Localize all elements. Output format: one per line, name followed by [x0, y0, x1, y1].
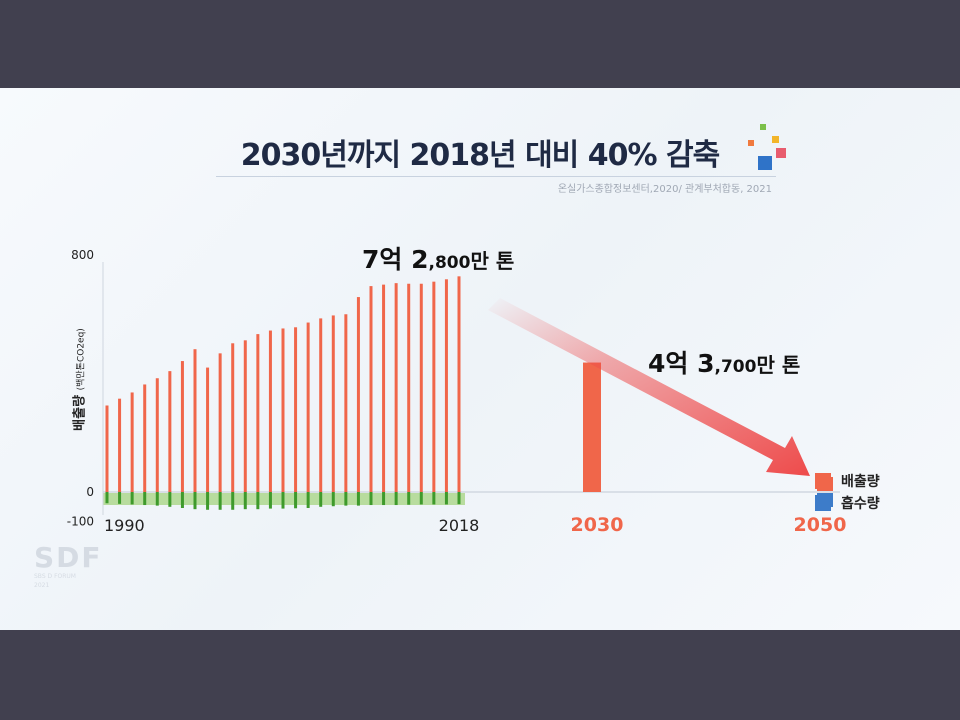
y-tick-0: 0 [86, 485, 94, 499]
callout-2018-total: 7억 2,800만 톤 [362, 245, 515, 274]
absorption-bar-1992 [130, 492, 134, 505]
absorption-bar-2017 [444, 492, 448, 505]
absorption-bar-1993 [143, 492, 147, 506]
absorption-bar-1997 [193, 492, 197, 510]
emission-bar-2003 [268, 330, 272, 492]
emission-bar-1996 [180, 361, 184, 492]
emission-bar-2000 [231, 343, 235, 492]
absorption-bar-2009 [344, 492, 348, 506]
y-tick-800: 800 [71, 248, 94, 262]
emission-bar-2015 [419, 283, 423, 492]
emission-bar-2001 [243, 340, 247, 492]
absorption-bar-2006 [306, 492, 310, 508]
x-tick-2030: 2030 [571, 514, 624, 536]
absorption-bar-1996 [180, 492, 184, 508]
absorption-bar-2001 [243, 492, 247, 510]
x-tick-2018: 2018 [439, 516, 480, 535]
absorption-bar-2003 [268, 492, 272, 509]
emission-bar-1997 [193, 349, 197, 492]
emission-bar-2018 [457, 276, 461, 492]
emission-bar-1991 [118, 398, 122, 492]
y-tick--100: -100 [67, 515, 94, 529]
legend-item-absorption: 흡수량 [815, 492, 880, 514]
x-tick-2050: 2050 [794, 514, 847, 536]
absorption-bar-1999 [218, 492, 222, 510]
emission-bar-2014 [407, 283, 411, 492]
legend: 배출량 흡수량 [815, 470, 880, 514]
absorption-bar-1995 [168, 492, 172, 507]
emission-bar-1999 [218, 353, 222, 492]
emission-bar-1993 [143, 384, 147, 492]
source-note: 온실가스종합정보센터,2020/ 관계부처합동, 2021 [557, 184, 772, 195]
legend-label-emission: 배출량 [841, 474, 880, 490]
emission-bar-2010 [356, 297, 360, 492]
absorption-bar-1998 [206, 492, 210, 510]
emission-bar-2030 [583, 362, 601, 492]
emission-bar-2007 [319, 318, 323, 492]
emission-bar-2002 [256, 334, 260, 492]
emission-bar-1995 [168, 371, 172, 492]
emission-bar-1994 [155, 378, 159, 492]
reduction-arrow [488, 298, 810, 476]
emission-bar-2006 [306, 322, 310, 492]
absorption-bar-2002 [256, 492, 260, 510]
emission-bar-1998 [206, 367, 210, 492]
absorption-bar-2008 [331, 492, 335, 507]
emission-bar-1992 [130, 392, 134, 492]
emission-bar-2009 [344, 314, 348, 492]
absorption-bar-2012 [382, 492, 386, 506]
emission-bar-2008 [331, 315, 335, 492]
absorption-bar-2014 [407, 492, 411, 505]
absorption-bar-2007 [319, 492, 323, 507]
absorption-bar-2004 [281, 492, 285, 509]
absorption-bar-2015 [419, 492, 423, 505]
absorption-bar-2018 [457, 492, 461, 505]
emission-bar-2004 [281, 328, 285, 492]
x-tick-1990: 1990 [104, 516, 145, 535]
absorption-bar-1991 [118, 492, 122, 504]
absorption-bar-2011 [369, 492, 373, 506]
emission-bar-2013 [394, 283, 398, 492]
legend-item-emission: 배출량 [815, 470, 880, 492]
legend-swatch-absorption [815, 495, 831, 511]
absorption-bar-1994 [155, 492, 159, 506]
title-underline [216, 176, 776, 177]
absorption-bar-1990 [105, 492, 109, 504]
emission-bar-2005 [294, 327, 298, 492]
chart-panel [0, 88, 960, 630]
legend-label-absorption: 흡수량 [841, 496, 880, 512]
legend-swatch-emission [815, 473, 831, 489]
absorption-bar-2010 [356, 492, 360, 506]
absorption-bar-2005 [294, 492, 298, 509]
emission-bar-2017 [444, 279, 448, 492]
absorption-bar-2016 [432, 492, 436, 505]
sdf-watermark-logo: SDF SBS D FORUM 2021 [34, 541, 103, 590]
callout-2030-target: 4억 3,700만 톤 [648, 349, 801, 378]
emission-bar-2011 [369, 286, 373, 492]
emission-bar-1990 [105, 405, 109, 492]
emission-bar-2012 [382, 284, 386, 492]
absorption-bar-2013 [394, 492, 398, 506]
absorption-bar-2000 [231, 492, 235, 510]
emission-bar-2016 [432, 281, 436, 492]
page-title: 2030년까지 2018년 대비 40% 감축 [240, 138, 720, 173]
